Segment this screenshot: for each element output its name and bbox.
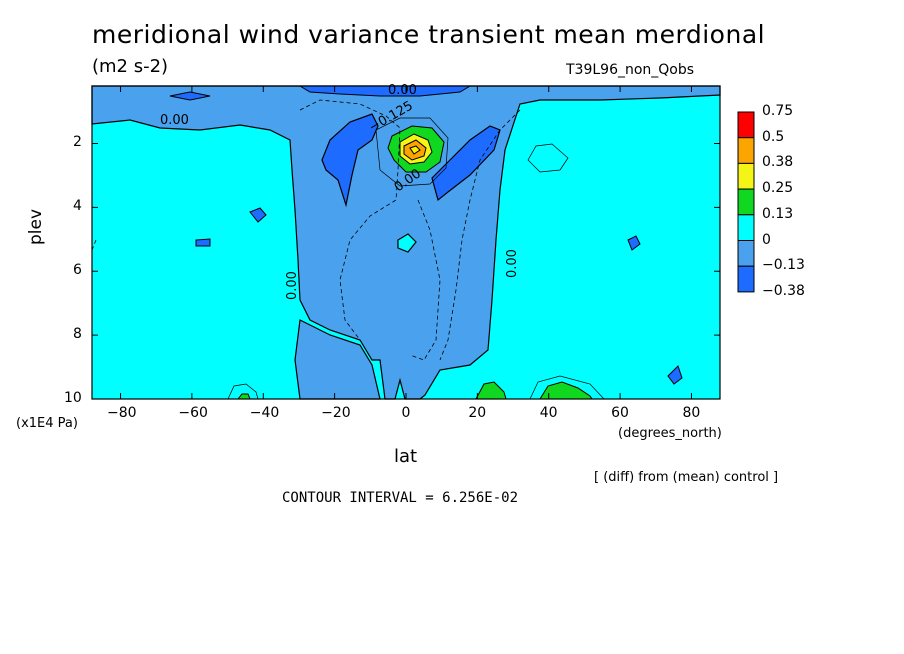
chart-units: (m2 s-2) <box>92 56 169 77</box>
region-neg-sh <box>321 113 379 208</box>
region-neg-nh <box>431 125 501 202</box>
x-tick-label: −40 <box>249 405 280 421</box>
region-neg-top-left <box>169 91 211 101</box>
contour-label: 0.00 <box>285 271 300 300</box>
x-axis-unit: (degrees_north) <box>618 426 722 441</box>
region-neg-small-2 <box>195 238 211 247</box>
x-axis-label: lat <box>394 446 418 467</box>
legend-label: 0.75 <box>762 103 794 119</box>
legend-label: 0.13 <box>762 205 794 222</box>
x-tick-label: 0 <box>401 405 411 421</box>
contour-interval: CONTOUR INTERVAL = 6.256E-02 <box>282 490 519 506</box>
contour-label: 0.00 <box>388 83 417 98</box>
x-tick-label: 40 <box>539 405 558 421</box>
y-tick-label: 4 <box>73 198 82 215</box>
x-tick-label: 60 <box>611 405 629 421</box>
chart-title: meridional wind variance transient mean … <box>92 20 766 49</box>
legend-label: −0.38 <box>762 282 805 299</box>
legend-label: 0 <box>762 231 771 248</box>
x-tick-label: −60 <box>178 405 208 421</box>
region-neg-small-1 <box>249 207 267 223</box>
region-neg-small-3 <box>627 235 641 251</box>
region-pos-05 <box>409 145 421 155</box>
negative-contours <box>91 99 521 361</box>
diff-note: [ (diff) from (mean) control ] <box>594 470 779 485</box>
legend-swatch <box>737 162 755 190</box>
contour-label: 0.00 <box>160 113 189 128</box>
x-tick-label: 80 <box>682 405 701 421</box>
y-tick-label: 8 <box>73 326 82 343</box>
legend-label: −0.13 <box>762 257 805 274</box>
x-tick-label: −80 <box>107 405 137 421</box>
legend-swatch <box>737 111 755 139</box>
region-zero-hole <box>397 233 417 253</box>
legend-label: 0.25 <box>762 180 794 197</box>
legend-label: 0.38 <box>762 154 794 171</box>
legend-swatch <box>737 265 755 293</box>
positive-contours <box>227 117 605 400</box>
legend-label: 0.5 <box>762 128 785 145</box>
y-axis-unit: (x1E4 Pa) <box>16 416 78 431</box>
legend-swatch <box>737 137 755 164</box>
legend-swatch <box>737 188 755 216</box>
y-tick-label: 10 <box>64 390 82 406</box>
region-neg-top <box>298 85 472 97</box>
y-tick-label: 6 <box>73 262 82 279</box>
legend-swatch <box>737 214 755 242</box>
contour-label: 0.00 <box>505 249 520 278</box>
region-neg-lower <box>294 319 381 400</box>
legend-swatch <box>737 240 755 267</box>
region-neg-small-4 <box>667 365 683 385</box>
run-label: T39L96_non_Qobs <box>566 62 695 78</box>
x-tick-label: 20 <box>468 405 487 421</box>
y-tick-label: 2 <box>73 134 82 151</box>
x-tick-label: −20 <box>321 405 351 421</box>
